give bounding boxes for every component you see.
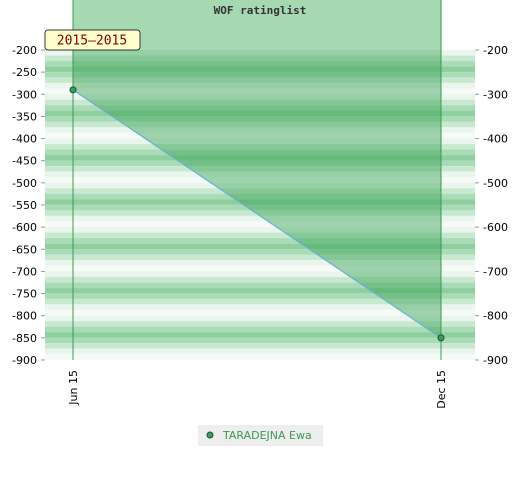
y2-tick-label: -200 bbox=[483, 44, 508, 57]
x-tick-label: Jun 15 bbox=[67, 370, 80, 406]
y-tick-label: -600 bbox=[12, 221, 37, 234]
annotation-box bbox=[44, 29, 141, 51]
y-tick-label: -550 bbox=[12, 199, 37, 212]
y-tick-label: -850 bbox=[12, 332, 37, 345]
line bbox=[72, 89, 442, 339]
y-tick-label: -250 bbox=[12, 66, 37, 79]
y-tick-label: -650 bbox=[12, 243, 37, 256]
y2-tick-label: -600 bbox=[483, 221, 508, 234]
y2-tick-label: -800 bbox=[483, 310, 508, 323]
y-tick-label: -750 bbox=[12, 288, 37, 301]
y2-tick-label: -700 bbox=[483, 265, 508, 278]
plot-background bbox=[45, 50, 475, 360]
y-tick-label: -400 bbox=[12, 133, 37, 146]
y-tick-label: -450 bbox=[12, 155, 37, 168]
legend-marker bbox=[206, 431, 214, 439]
y-tick-label: -200 bbox=[12, 44, 37, 57]
annotation: 2015–2015 bbox=[57, 34, 127, 49]
x-tick-label: Dec 15 bbox=[435, 370, 448, 409]
y-tick-label: -700 bbox=[12, 265, 37, 278]
area bbox=[73, 50, 441, 338]
chart-title: WOF ratinglist bbox=[214, 4, 307, 17]
y-tick-label: -350 bbox=[12, 110, 37, 123]
y-tick-label: -300 bbox=[12, 88, 37, 101]
point bbox=[437, 334, 445, 342]
y2-tick-label: -400 bbox=[483, 133, 508, 146]
y2-tick-label: -500 bbox=[483, 177, 508, 190]
point bbox=[69, 86, 77, 94]
y2-tick-label: -300 bbox=[483, 88, 508, 101]
y-tick-label: -800 bbox=[12, 310, 37, 323]
legend-box bbox=[198, 425, 323, 446]
legend-label: TARADEJNA Ewa bbox=[222, 429, 312, 442]
y-tick-label: -900 bbox=[12, 354, 37, 367]
y2-tick-label: -900 bbox=[483, 354, 508, 367]
y-tick-label: -500 bbox=[12, 177, 37, 190]
